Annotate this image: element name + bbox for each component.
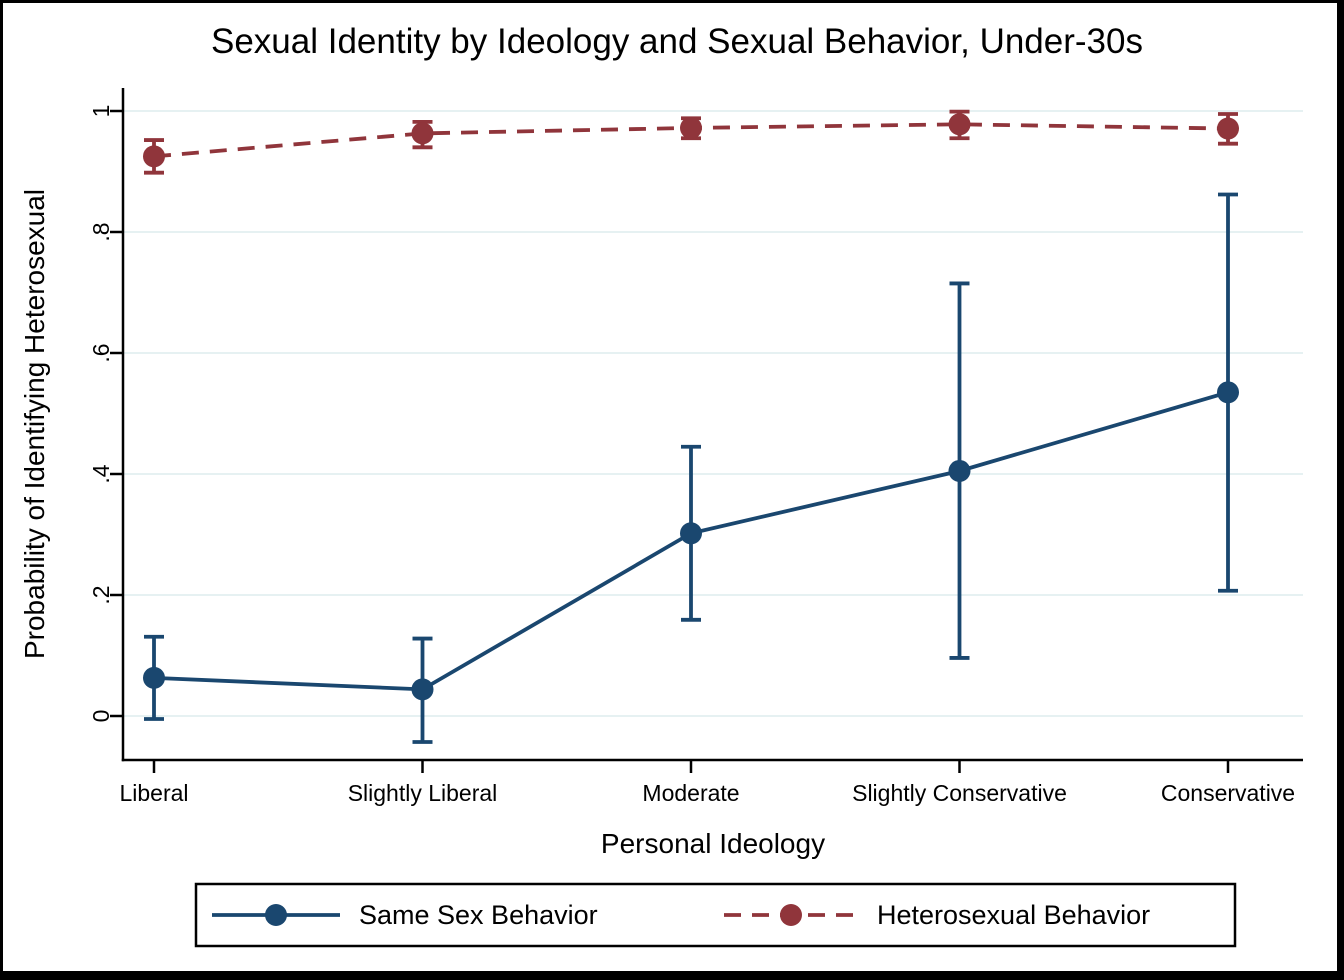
y-tick-label-0: 0 [88,710,114,723]
series-marker-s0-p1 [411,678,434,701]
plot-area: 0 .2 .4 .6 .8 1 Liberal Slightly Liberal Moderat… [88,88,1303,806]
legend-label-heterosexual: Heterosexual Behavior [877,900,1150,930]
y-tick-label-.8: .8 [88,222,114,241]
series-marker-s1-p0 [143,145,165,168]
series-marker-s0-p0 [143,666,165,689]
y-tick-label-.4: .4 [88,464,114,483]
legend: Same Sex Behavior Heterosexual Behavior [194,882,1237,948]
series-marker-s0-p3 [948,459,971,482]
legend-label-same-sex: Same Sex Behavior [359,900,598,930]
series-marker-s1-p2 [680,116,702,139]
legend-sample-marker-icon [265,904,287,926]
x-tick-label-0: Liberal [119,780,188,806]
y-tick-label-.6: .6 [88,343,114,362]
legend-box [194,882,1237,948]
y-tick-label-1: 1 [88,105,114,118]
series-marker-s1-p3 [948,113,971,136]
legend-sample-marker-icon [780,904,802,926]
series-marker-s1-p1 [411,122,434,145]
y-tick-label-.2: .2 [88,585,114,604]
series-marker-s0-p4 [1217,381,1239,404]
x-axis-title: Personal Ideology [601,828,825,859]
x-tick-label-3: Slightly Conservative [852,780,1067,806]
series-marker-s1-p4 [1217,117,1239,140]
series-marker-s0-p2 [680,522,702,545]
y-axis-title: Probability of Identifying Heterosexual [19,189,50,659]
x-tick-label-4: Conservative [1161,780,1295,806]
x-tick-label-2: Moderate [642,780,739,806]
chart-title: Sexual Identity by Ideology and Sexual B… [211,22,1143,61]
figure-background [3,3,1337,971]
x-tick-label-1: Slightly Liberal [348,780,498,806]
